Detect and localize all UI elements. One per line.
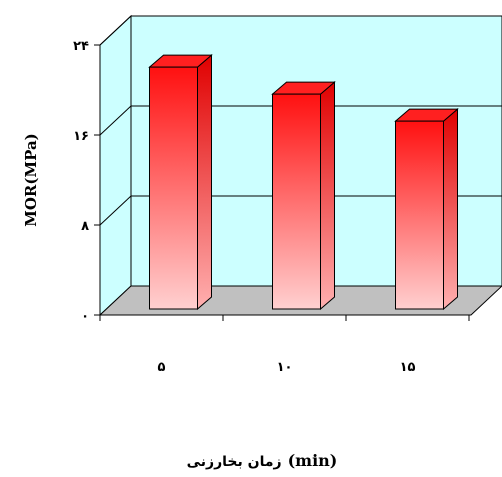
y-tick-label: ۰ xyxy=(81,309,89,324)
y-tick-label: ۱۶ xyxy=(73,129,89,144)
y-axis-title: MOR(MPa) xyxy=(22,133,40,227)
y-tick-label: ۲۴ xyxy=(73,39,89,54)
side-wall xyxy=(99,14,132,317)
bar-side xyxy=(443,108,458,311)
bar-side xyxy=(320,81,335,311)
x-axis-title-persian: زمان بخارزنی xyxy=(187,454,282,470)
bar-side xyxy=(197,54,212,311)
bar-front xyxy=(272,93,321,310)
x-axis-title: زمان بخارزنی (min) xyxy=(187,451,338,470)
x-axis-title-unit: (min) xyxy=(288,451,338,470)
bar xyxy=(148,54,213,311)
bar-front xyxy=(395,120,444,310)
x-tick-label: ۱۵ xyxy=(400,360,416,375)
x-ticks: ۵ ۱۰ ۱۵ xyxy=(99,315,470,375)
bar xyxy=(271,81,336,311)
gridline-side xyxy=(99,105,132,136)
bars xyxy=(148,54,459,311)
gridline-side xyxy=(99,195,132,226)
bar-front xyxy=(149,66,198,310)
y-ticks: ۰ ۸ ۱۶ ۲۴ xyxy=(73,39,100,324)
gridline-side xyxy=(99,15,132,46)
x-tick-label: ۱۰ xyxy=(277,360,293,375)
bar xyxy=(394,108,459,311)
y-tick-label: ۸ xyxy=(81,219,89,234)
x-tick-label: ۵ xyxy=(158,360,166,375)
